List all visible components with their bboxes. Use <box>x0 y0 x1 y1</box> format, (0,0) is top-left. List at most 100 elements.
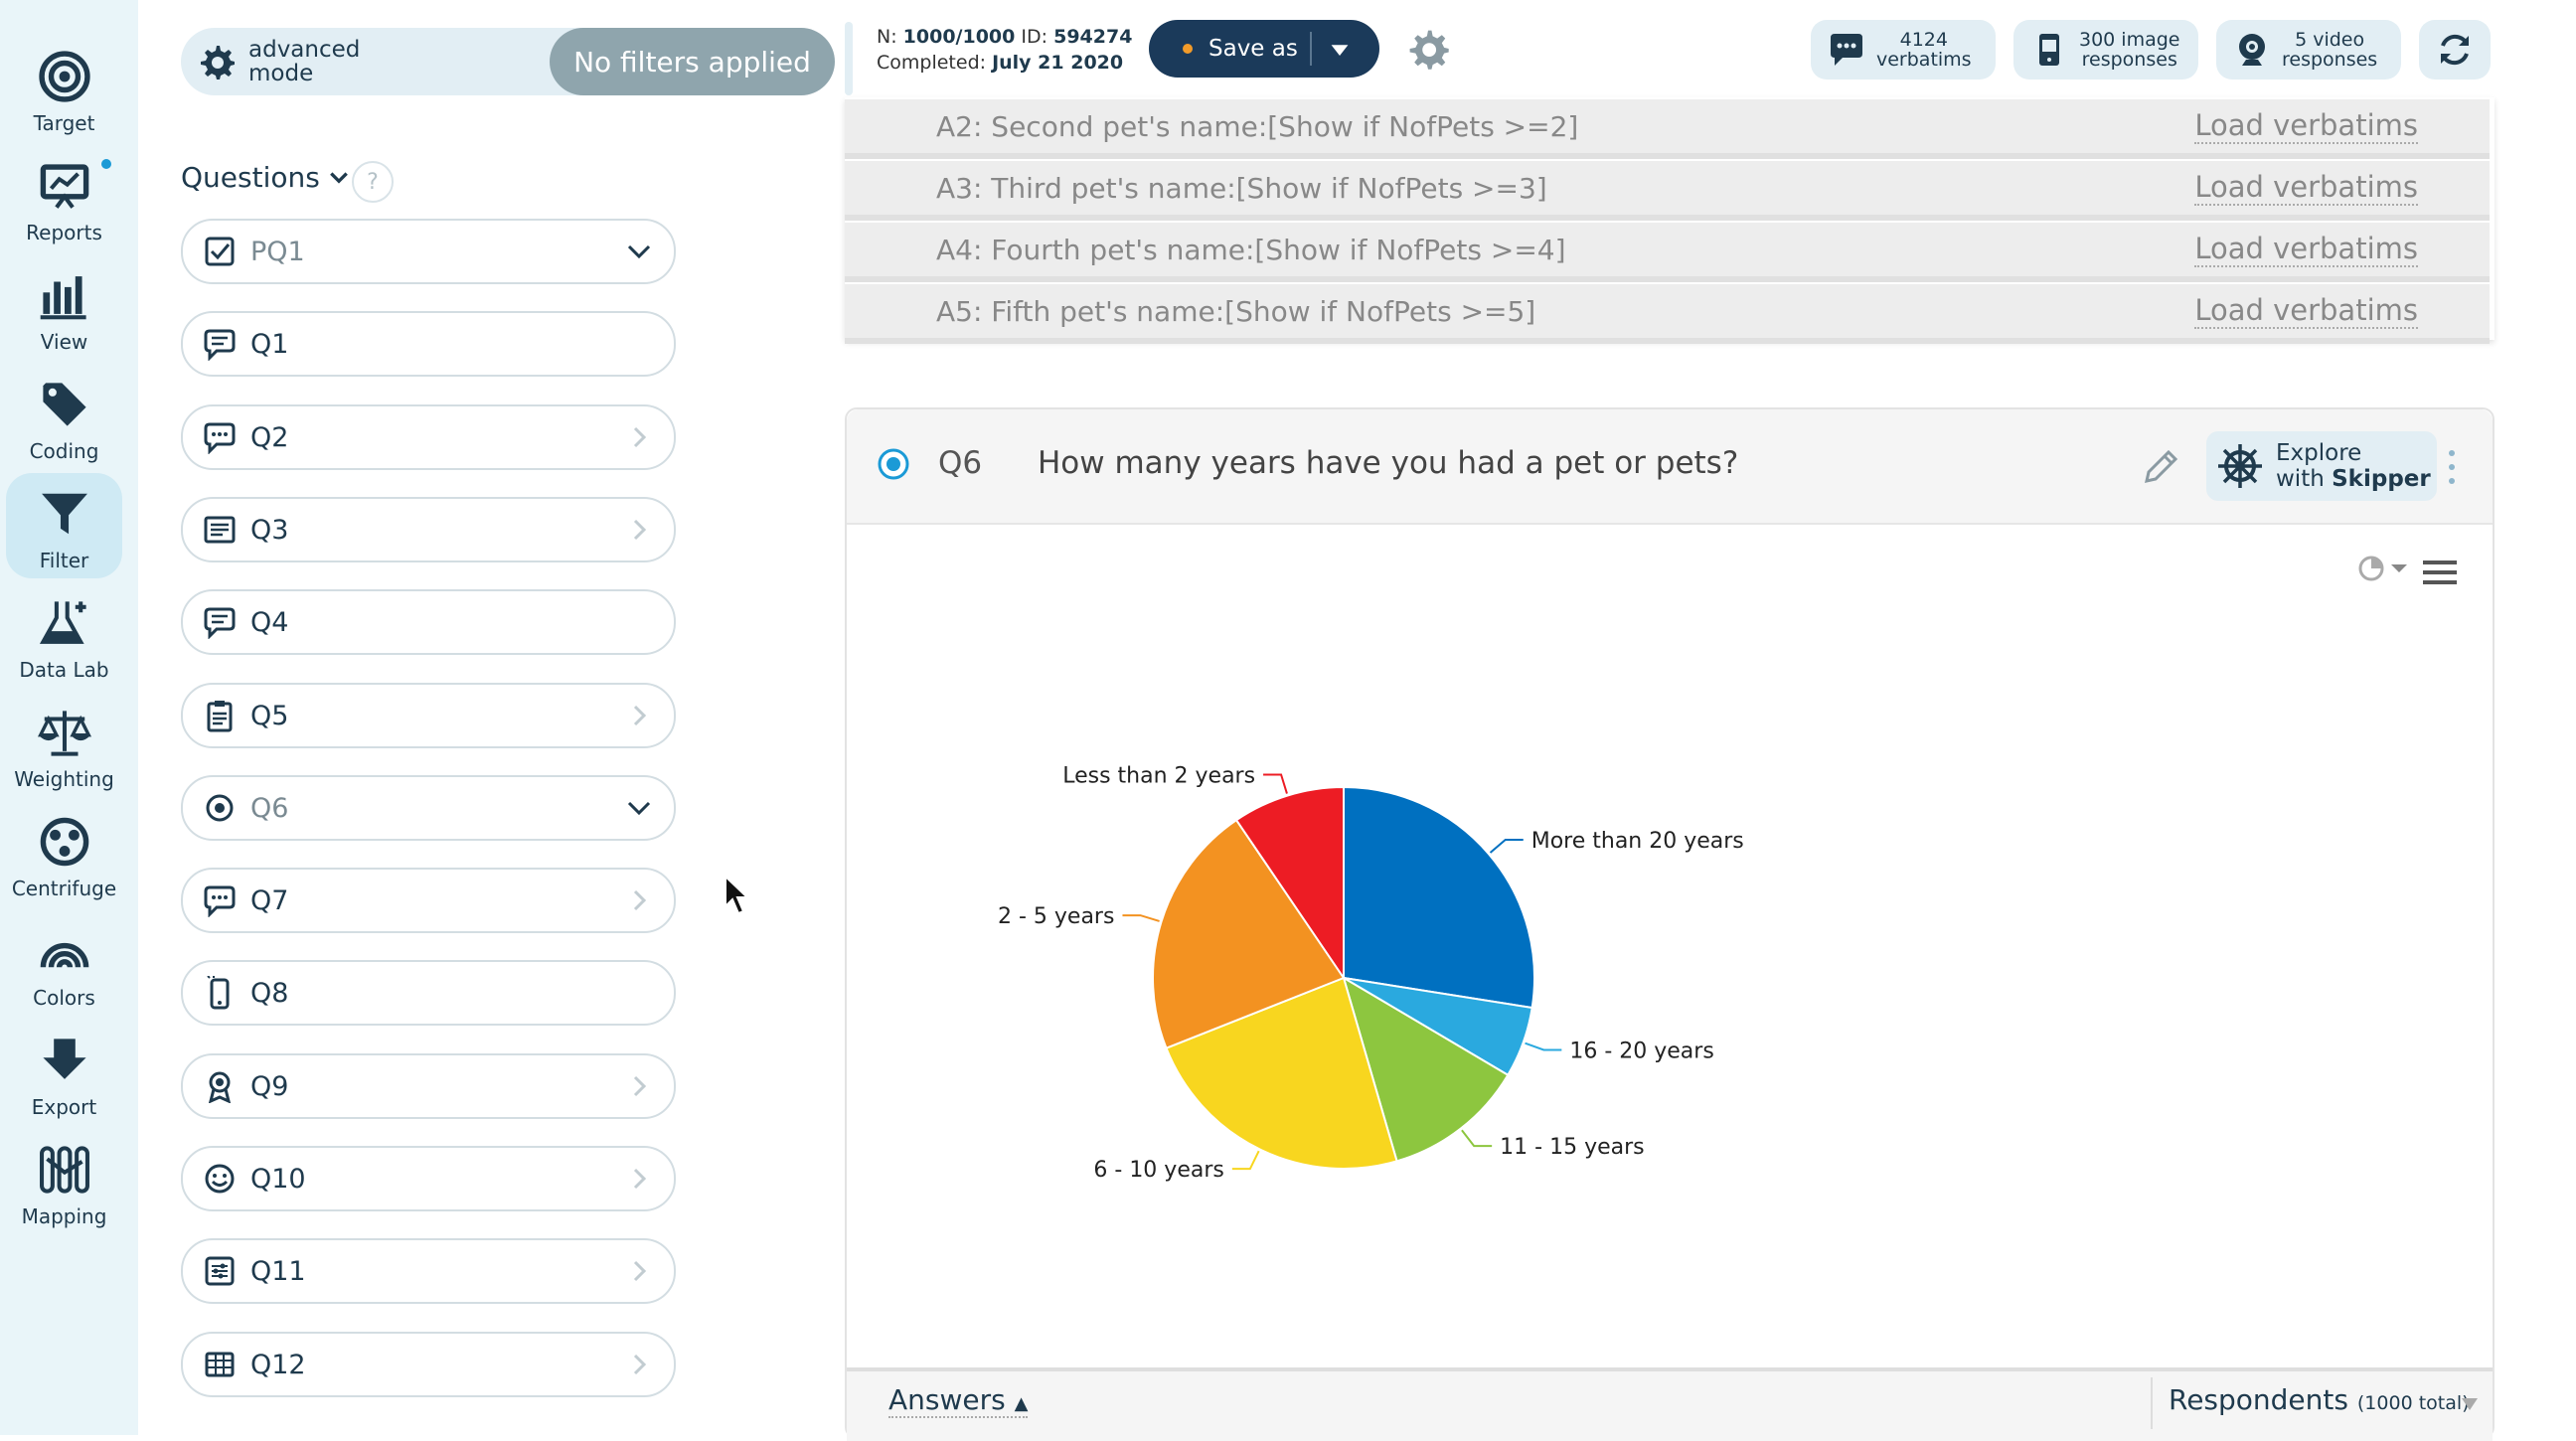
chart-type-icon[interactable] <box>2358 556 2384 581</box>
rail-item-coding[interactable]: Coding <box>6 364 122 469</box>
question-item-label: Q10 <box>250 1163 306 1195</box>
questions-header-label: Questions <box>181 161 320 194</box>
verbatims-label: verbatims <box>1876 49 1972 71</box>
question-item-q10[interactable]: Q10 <box>181 1146 676 1211</box>
rail-item-data-lab[interactable]: Data Lab <box>6 582 122 688</box>
image-responses-button[interactable]: 300 image responses <box>2013 20 2198 80</box>
chevron-right-icon[interactable] <box>624 515 654 545</box>
kebab-menu-icon[interactable] <box>2445 439 2459 495</box>
rail-item-filter[interactable]: Filter <box>6 473 122 578</box>
chevron-right-icon[interactable] <box>624 1350 654 1379</box>
question-item-q4[interactable]: Q4 <box>181 589 676 655</box>
question-item-label: Q11 <box>250 1255 306 1287</box>
sort-asc-icon: ▲ <box>1014 1393 1029 1414</box>
question-item-q9[interactable]: Q9 <box>181 1053 676 1119</box>
pie-slice-0[interactable] <box>1343 785 1535 1010</box>
selection-indicator <box>845 22 853 95</box>
sort-desc-icon[interactable] <box>2461 1397 2479 1411</box>
rail-label: Reports <box>26 221 102 244</box>
radio-selected-icon[interactable] <box>877 447 910 481</box>
clipboard-icon <box>207 701 233 732</box>
filter-funnel-icon <box>41 493 87 535</box>
rail-item-mapping[interactable]: Mapping <box>6 1129 122 1234</box>
verbatims-button[interactable]: 4124 verbatims <box>1811 20 1996 80</box>
refresh-button[interactable] <box>2419 20 2491 80</box>
pie-label-1: 16 - 20 years <box>1569 1039 1713 1063</box>
rail-item-weighting[interactable]: Weighting <box>6 692 122 797</box>
chevron-right-icon[interactable] <box>624 1164 654 1194</box>
settings-gear-icon[interactable] <box>1405 26 1451 72</box>
video-responses-button[interactable]: 5 video responses <box>2216 20 2401 80</box>
question-item-q6[interactable]: Q6 <box>181 775 676 841</box>
image-responses-count: 300 image <box>2079 29 2180 51</box>
gear-icon <box>201 46 235 80</box>
load-verbatims-link[interactable]: Load verbatims <box>2194 170 2418 206</box>
load-verbatims-link[interactable]: Load verbatims <box>2194 293 2418 329</box>
rail-label: Colors <box>33 986 95 1010</box>
questions-dropdown[interactable]: Questions <box>181 161 350 194</box>
question-item-label: Q12 <box>250 1349 306 1380</box>
speech-bubble-icon <box>204 607 236 639</box>
chart-type-caret-icon[interactable] <box>2391 564 2407 572</box>
caret-down-icon[interactable] <box>1328 38 1352 62</box>
pie-slice-2[interactable] <box>1342 975 1510 1163</box>
rail-label: Mapping <box>21 1204 107 1228</box>
question-item-q8[interactable]: Q8 <box>181 960 676 1026</box>
rail-label: Centrifuge <box>11 877 117 900</box>
rail-item-export[interactable]: Export <box>6 1020 122 1125</box>
filter-status-pill[interactable]: No filters applied <box>550 28 835 95</box>
chevron-right-icon[interactable] <box>624 885 654 915</box>
rail-item-colors[interactable]: Colors <box>6 910 122 1016</box>
column-divider <box>2151 1377 2153 1429</box>
chevron-right-icon[interactable] <box>624 422 654 452</box>
pie-connector-1 <box>1525 1041 1562 1051</box>
verbatim-question: A4: Fourth pet's name:[Show if NofPets >… <box>936 233 1566 266</box>
chevron-right-icon[interactable] <box>624 701 654 730</box>
question-item-q1[interactable]: Q1 <box>181 311 676 377</box>
chevron-right-icon[interactable] <box>624 1071 654 1101</box>
rail-item-centrifuge[interactable]: Centrifuge <box>6 801 122 906</box>
save-as-label: Save as <box>1208 36 1298 62</box>
rail-item-target[interactable]: Target <box>6 36 122 141</box>
question-item-q7[interactable]: Q7 <box>181 868 676 933</box>
rail-label: Target <box>33 111 95 135</box>
chevron-right-icon[interactable] <box>624 1256 654 1286</box>
respondents-header[interactable]: Respondents (1000 total) <box>2169 1383 2470 1416</box>
chevron-down-icon[interactable] <box>624 237 654 266</box>
question-item-q11[interactable]: Q11 <box>181 1238 676 1304</box>
verbatims-count: 4124 <box>1899 29 1948 51</box>
pencil-edit-icon[interactable] <box>2141 447 2180 487</box>
rail-item-reports[interactable]: Reports <box>6 145 122 250</box>
pie-slice-4[interactable] <box>1152 818 1346 1049</box>
answers-sort-header[interactable]: Answers ▲ <box>888 1383 1029 1418</box>
flask-icon <box>39 601 86 644</box>
verbatim-question: A2: Second pet's name:[Show if NofPets >… <box>936 109 1579 143</box>
checkbox-icon <box>205 237 235 266</box>
question-title: How many years have you had a pet or pet… <box>1038 445 1739 481</box>
rainbow-icon <box>40 942 88 968</box>
question-item-q2[interactable]: Q2 <box>181 404 676 470</box>
rail-label: Coding <box>29 439 99 463</box>
chevron-down-icon[interactable] <box>624 793 654 823</box>
load-verbatims-link[interactable]: Load verbatims <box>2194 232 2418 267</box>
question-item-q3[interactable]: Q3 <box>181 497 676 562</box>
refresh-icon <box>2441 34 2469 66</box>
load-verbatims-link[interactable]: Load verbatims <box>2194 108 2418 144</box>
question-item-label: Q1 <box>250 328 289 360</box>
question-item-q12[interactable]: Q12 <box>181 1332 676 1397</box>
question-item-q5[interactable]: Q5 <box>181 683 676 748</box>
explore-with-skipper-button[interactable]: Explore with Skipper <box>2206 431 2437 501</box>
ship-wheel-icon <box>2218 444 2262 488</box>
pie-label-0: More than 20 years <box>1531 829 1744 854</box>
help-icon[interactable]: ? <box>352 161 394 203</box>
sliders-icon <box>205 1256 235 1286</box>
hamburger-menu-icon[interactable] <box>2423 560 2457 584</box>
pie-slice-5[interactable] <box>1234 785 1345 982</box>
verbatim-question: A3: Third pet's name:[Show if NofPets >=… <box>936 171 1547 205</box>
save-as-button[interactable]: Save as <box>1149 20 1379 78</box>
rail-item-view[interactable]: View <box>6 254 122 360</box>
question-item-pq1[interactable]: PQ1 <box>181 219 676 284</box>
grid-icon <box>205 1352 235 1377</box>
pie-label-5: Less than 2 years <box>1062 763 1255 788</box>
verbatims-card: A2: Second pet's name:[Show if NofPets >… <box>845 97 2495 344</box>
